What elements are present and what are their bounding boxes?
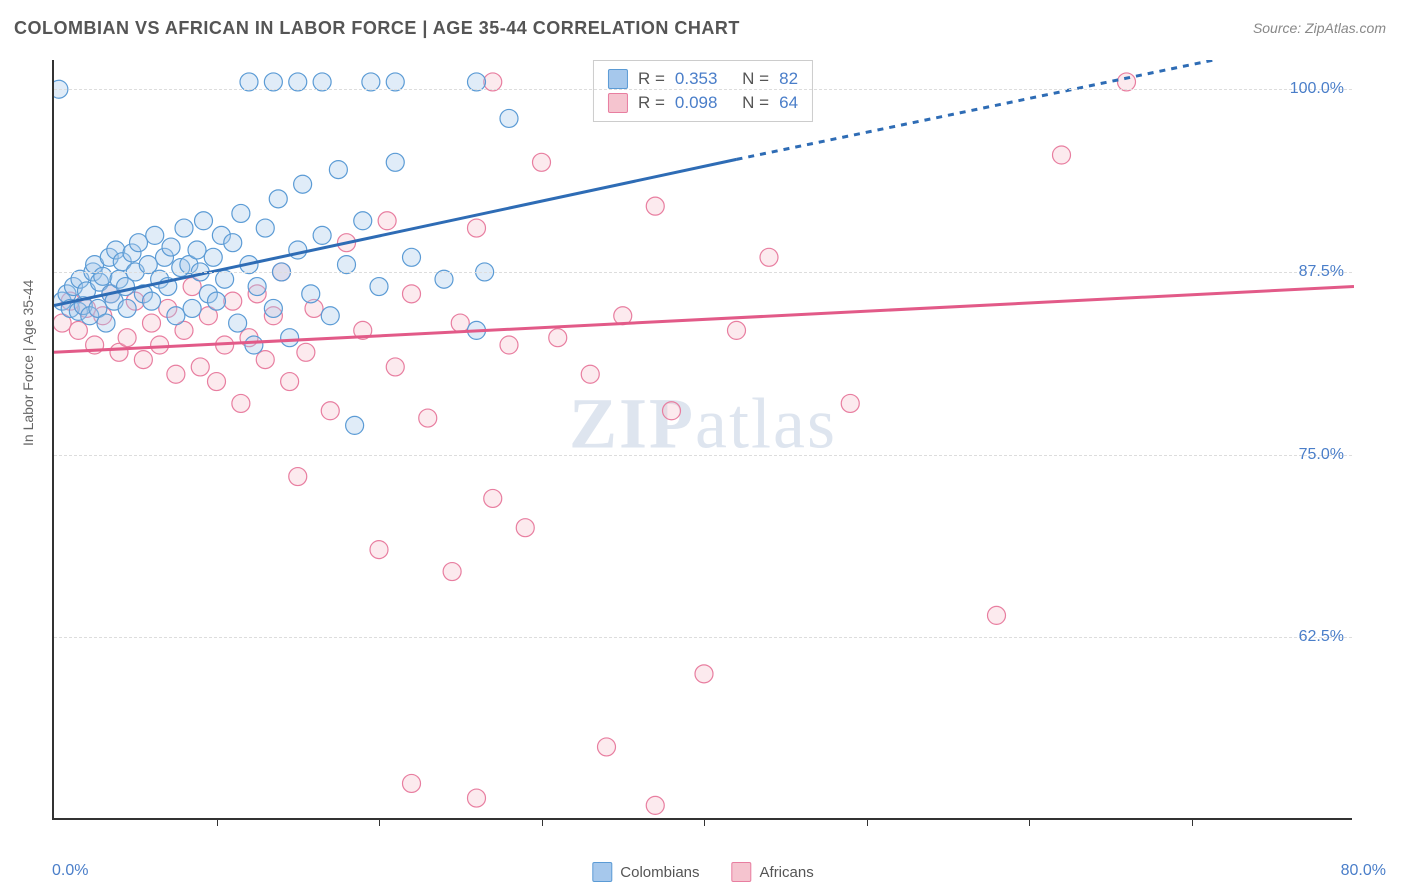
x-axis-min-label: 0.0% [52, 862, 88, 880]
stats-r-label: R = [638, 93, 665, 113]
swatch-colombians-icon [592, 862, 612, 882]
bottom-legend: Colombians Africans [592, 862, 813, 882]
legend-item-colombians: Colombians [592, 862, 699, 882]
stats-n-label: N = [742, 69, 769, 89]
chart-title: COLOMBIAN VS AFRICAN IN LABOR FORCE | AG… [14, 18, 740, 39]
stats-legend-box: R = 0.353 N = 82 R = 0.098 N = 64 [593, 60, 813, 122]
y-tick-label: 100.0% [1290, 80, 1344, 98]
scatter-svg [54, 60, 1354, 820]
plot-area: ZIPatlas R = 0.353 N = 82 R = 0.098 N = … [52, 60, 1352, 820]
stats-n-label: N = [742, 93, 769, 113]
legend-label-colombians: Colombians [620, 864, 699, 881]
stats-r-label: R = [638, 69, 665, 89]
swatch-colombians-icon [608, 69, 628, 89]
legend-label-africans: Africans [760, 864, 814, 881]
y-tick-label: 75.0% [1299, 446, 1344, 464]
x-axis-max-label: 80.0% [1341, 862, 1386, 880]
stats-row-africans: R = 0.098 N = 64 [608, 91, 798, 115]
stats-n-value-colombians: 82 [779, 69, 798, 89]
source-attribution: Source: ZipAtlas.com [1253, 20, 1386, 36]
swatch-africans-icon [732, 862, 752, 882]
y-tick-label: 87.5% [1299, 263, 1344, 281]
y-tick-label: 62.5% [1299, 628, 1344, 646]
legend-item-africans: Africans [732, 862, 814, 882]
stats-n-value-africans: 64 [779, 93, 798, 113]
swatch-africans-icon [608, 93, 628, 113]
y-axis-label: In Labor Force | Age 35-44 [20, 280, 36, 446]
stats-r-value-africans: 0.098 [675, 93, 718, 113]
stats-row-colombians: R = 0.353 N = 82 [608, 67, 798, 91]
stats-r-value-colombians: 0.353 [675, 69, 718, 89]
chart-container: COLOMBIAN VS AFRICAN IN LABOR FORCE | AG… [0, 0, 1406, 892]
